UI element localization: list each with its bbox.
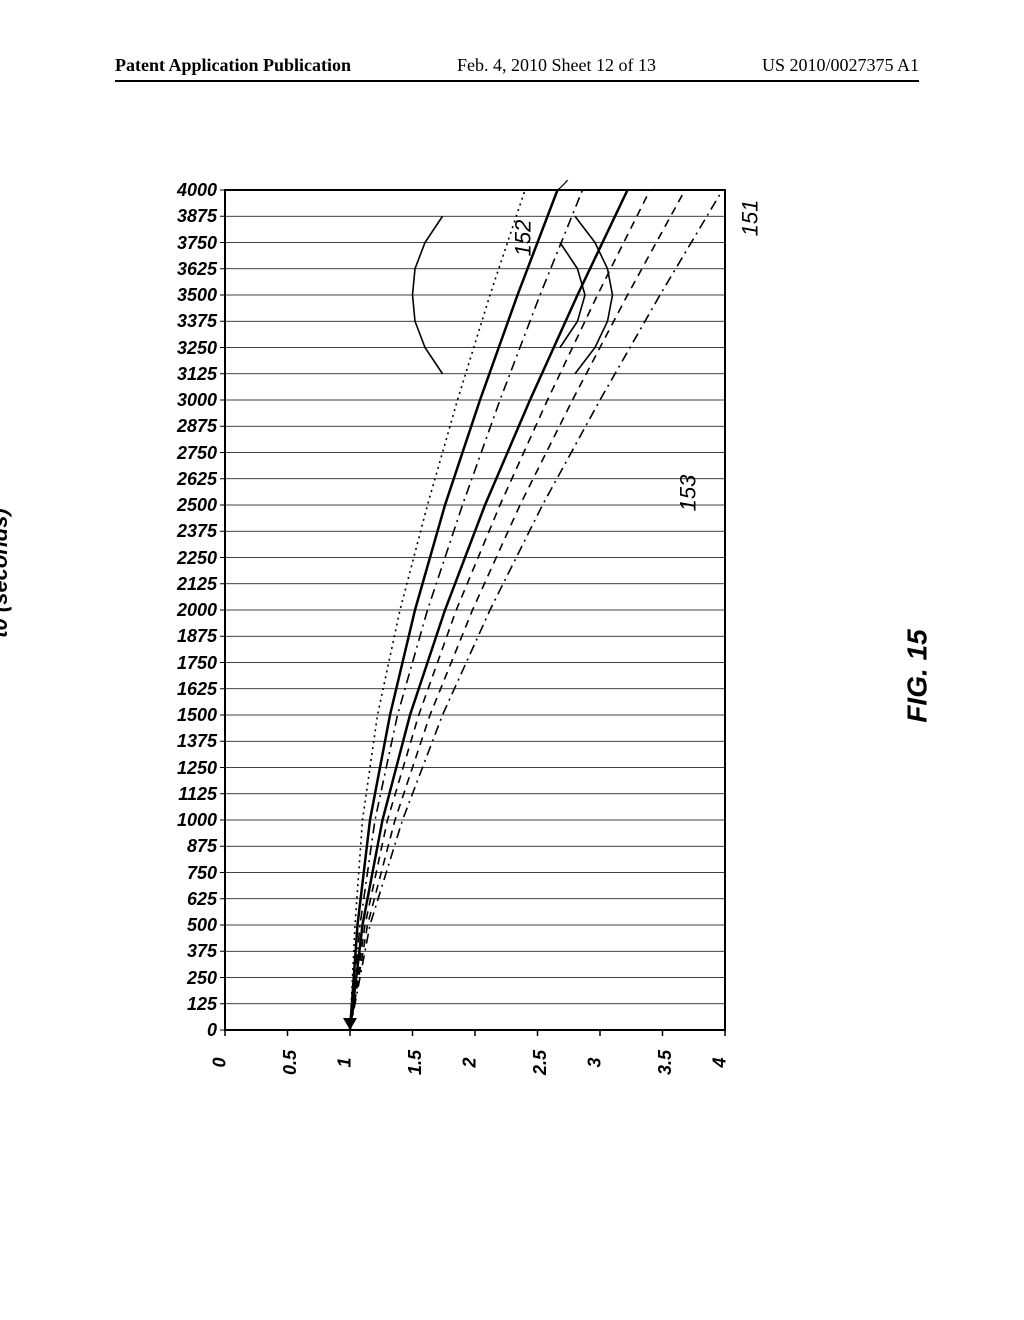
- figure-label: FIG. 15: [901, 629, 933, 722]
- offset-tick-2250: 2250: [157, 548, 217, 569]
- offset-tick-1875: 1875: [157, 626, 217, 647]
- callout-151: 151: [737, 200, 763, 237]
- t0-tick-3: 3: [585, 1057, 606, 1067]
- callout-152: 152: [510, 220, 536, 257]
- t0-tick-0: 0: [210, 1057, 231, 1067]
- offset-tick-4000: 4000: [157, 180, 217, 201]
- offset-tick-1500: 1500: [157, 705, 217, 726]
- offset-tick-1000: 1000: [157, 810, 217, 831]
- callout-153: 153: [675, 475, 701, 512]
- offset-tick-250: 250: [157, 968, 217, 989]
- offset-tick-1250: 1250: [157, 758, 217, 779]
- offset-tick-3750: 3750: [157, 233, 217, 254]
- offset-tick-3875: 3875: [157, 206, 217, 227]
- chart-plot: [170, 180, 730, 1090]
- offset-tick-3000: 3000: [157, 390, 217, 411]
- t0-tick-1.5: 1.5: [405, 1050, 426, 1075]
- chart-container: Source-Receiver Offset 01252503755006257…: [170, 180, 730, 1090]
- offset-tick-2125: 2125: [157, 574, 217, 595]
- leader-151: [558, 180, 583, 190]
- header-right: US 2010/0027375 A1: [762, 55, 919, 76]
- offset-tick-750: 750: [157, 863, 217, 884]
- offset-tick-625: 625: [157, 889, 217, 910]
- offset-tick-1375: 1375: [157, 731, 217, 752]
- offset-tick-375: 375: [157, 941, 217, 962]
- t0-tick-1: 1: [335, 1057, 356, 1067]
- offset-tick-1750: 1750: [157, 653, 217, 674]
- offset-tick-2000: 2000: [157, 600, 217, 621]
- offset-tick-2625: 2625: [157, 469, 217, 490]
- y-axis-title: t0 (seconds): [0, 508, 13, 638]
- offset-tick-3500: 3500: [157, 285, 217, 306]
- offset-tick-1125: 1125: [157, 784, 217, 805]
- offset-tick-0: 0: [157, 1020, 217, 1041]
- offset-tick-3250: 3250: [157, 338, 217, 359]
- offset-tick-3125: 3125: [157, 364, 217, 385]
- offset-tick-2750: 2750: [157, 443, 217, 464]
- page-header: Patent Application Publication Feb. 4, 2…: [115, 55, 919, 82]
- offset-tick-2375: 2375: [157, 521, 217, 542]
- header-center: Feb. 4, 2010 Sheet 12 of 13: [457, 55, 656, 76]
- t0-tick-4: 4: [710, 1057, 731, 1067]
- t0-tick-0.5: 0.5: [280, 1050, 301, 1075]
- offset-tick-3625: 3625: [157, 259, 217, 280]
- offset-tick-2500: 2500: [157, 495, 217, 516]
- offset-tick-500: 500: [157, 915, 217, 936]
- t0-tick-3.5: 3.5: [655, 1050, 676, 1075]
- t0-tick-2: 2: [460, 1057, 481, 1067]
- offset-tick-125: 125: [157, 994, 217, 1015]
- offset-tick-875: 875: [157, 836, 217, 857]
- offset-tick-3375: 3375: [157, 311, 217, 332]
- t0-tick-2.5: 2.5: [530, 1050, 551, 1075]
- header-left: Patent Application Publication: [115, 55, 351, 76]
- offset-tick-1625: 1625: [157, 679, 217, 700]
- offset-tick-2875: 2875: [157, 416, 217, 437]
